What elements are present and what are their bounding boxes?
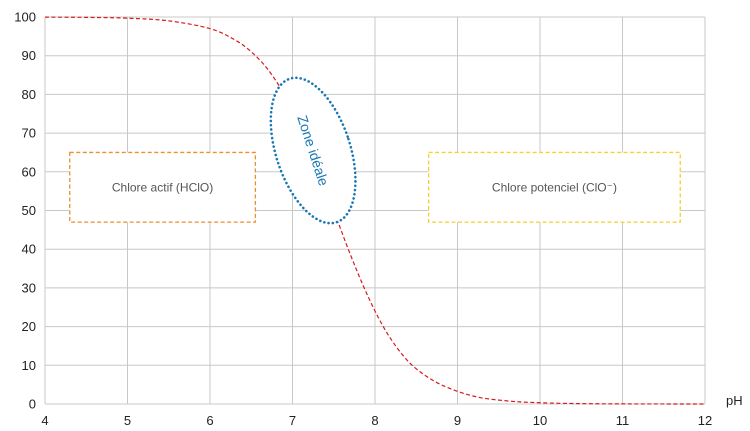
annotation-label-hclo: Chlore actif (HClO) — [112, 180, 213, 194]
x-tick-label: 4 — [41, 413, 48, 428]
y-tick-label: 100 — [14, 10, 36, 25]
y-tick-label: 50 — [22, 203, 36, 218]
x-tick-label: 12 — [698, 413, 712, 428]
x-tick-label: 11 — [616, 413, 630, 428]
y-tick-label: 10 — [22, 358, 36, 373]
x-axis-label: pH — [726, 393, 743, 408]
x-axis-ticks: 4 5 6 7 8 9 10 11 12 — [41, 413, 712, 428]
series-curve — [44, 16, 706, 405]
x-tick-label: 7 — [289, 413, 296, 428]
ideal-zone-ellipse — [269, 76, 357, 225]
grid — [44, 16, 706, 405]
y-tick-label: 30 — [22, 280, 36, 295]
annotation-label-clo: Chlore potenciel (ClO⁻) — [492, 180, 617, 194]
y-tick-label: 20 — [22, 319, 36, 334]
y-axis-ticks: 0 10 20 30 40 50 60 70 80 90 100 — [14, 10, 36, 412]
x-tick-label: 6 — [206, 413, 213, 428]
y-tick-label: 0 — [29, 397, 36, 412]
x-tick-label: 9 — [454, 413, 461, 428]
annotation-box-hclo — [69, 151, 257, 223]
x-tick-label: 5 — [124, 413, 131, 428]
y-tick-label: 70 — [22, 126, 36, 141]
annotation-boxes: Chlore actif (HClO) Chlore potenciel (ClO… — [69, 151, 681, 223]
y-tick-label: 40 — [22, 242, 36, 257]
y-tick-label: 60 — [22, 164, 36, 179]
x-tick-label: 10 — [533, 413, 547, 428]
x-tick-label: 8 — [371, 413, 378, 428]
series-line — [44, 16, 706, 405]
y-tick-label: 90 — [22, 48, 36, 63]
ideal-zone: Zone idéale — [269, 76, 357, 225]
annotation-box-clo — [427, 151, 681, 223]
y-tick-label: 80 — [22, 87, 36, 102]
